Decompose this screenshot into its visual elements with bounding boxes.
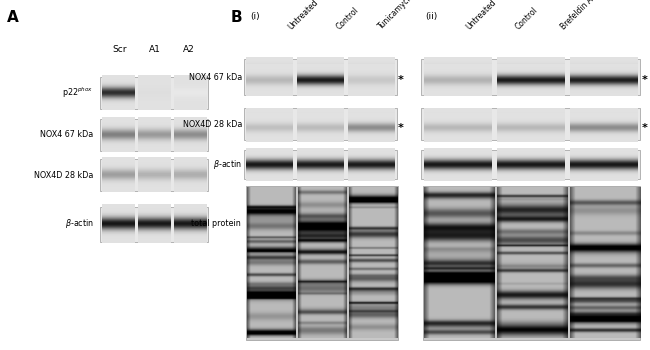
- Text: $\beta$-actin: $\beta$-actin: [64, 217, 94, 231]
- Bar: [421, 108, 640, 140]
- Text: Control: Control: [514, 6, 540, 32]
- Bar: [100, 77, 208, 108]
- Text: total protein: total protein: [190, 219, 240, 229]
- Text: (ii): (ii): [426, 12, 438, 21]
- Bar: [100, 119, 208, 150]
- Bar: [244, 108, 396, 140]
- Text: Brefeldin A: Brefeldin A: [559, 0, 595, 32]
- Bar: [100, 206, 208, 242]
- Text: Scr: Scr: [112, 45, 127, 54]
- Text: *: *: [398, 75, 404, 85]
- Bar: [421, 60, 640, 94]
- Text: *: *: [398, 123, 404, 133]
- Text: Tunicamycin: Tunicamycin: [377, 0, 417, 32]
- Bar: [244, 150, 396, 179]
- Text: NOX4D 28 kDa: NOX4D 28 kDa: [183, 120, 242, 129]
- Text: Untreated: Untreated: [465, 0, 499, 32]
- Bar: [422, 186, 640, 340]
- Bar: [100, 159, 208, 191]
- Text: A1: A1: [149, 45, 161, 54]
- Text: (i): (i): [250, 12, 260, 21]
- Bar: [246, 186, 398, 340]
- Text: Control: Control: [335, 6, 361, 32]
- Text: A: A: [6, 10, 18, 26]
- Text: NOX4D 28 kDa: NOX4D 28 kDa: [34, 170, 94, 180]
- Text: $\beta$-actin: $\beta$-actin: [213, 158, 242, 171]
- Text: B: B: [231, 10, 242, 26]
- Bar: [244, 60, 396, 94]
- Bar: [421, 150, 640, 179]
- Text: *: *: [642, 123, 647, 133]
- Text: Untreated: Untreated: [286, 0, 320, 32]
- Text: A2: A2: [183, 45, 195, 54]
- Text: p22$^{phox}$: p22$^{phox}$: [62, 85, 94, 100]
- Text: NOX4 67 kDa: NOX4 67 kDa: [40, 130, 94, 139]
- Text: *: *: [642, 75, 647, 85]
- Text: NOX4 67 kDa: NOX4 67 kDa: [189, 72, 242, 82]
